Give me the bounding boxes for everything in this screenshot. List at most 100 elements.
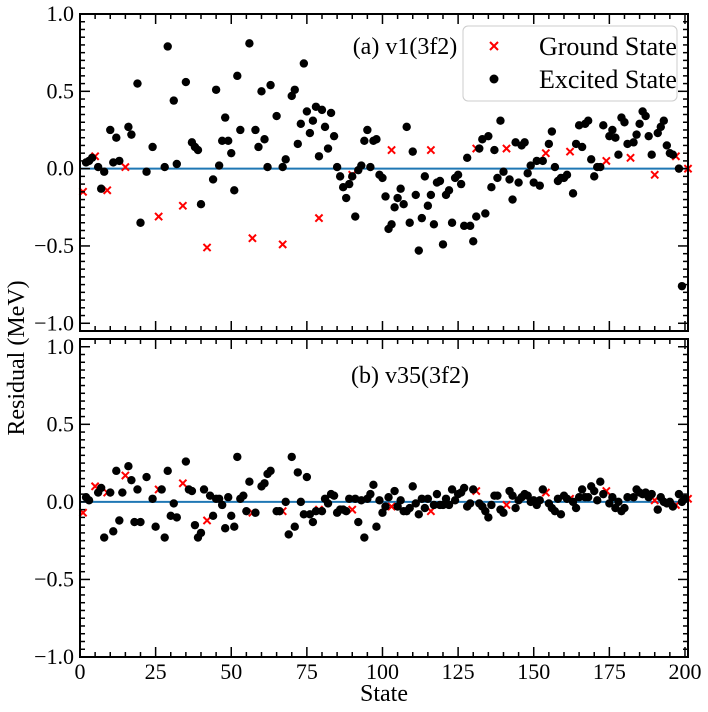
excited-state-point xyxy=(332,162,342,172)
excited-state-point xyxy=(230,186,239,195)
excited-state-point xyxy=(305,128,315,138)
y-tick-label: 0.0 xyxy=(47,156,75,181)
excited-state-point xyxy=(523,169,532,178)
excited-state-point xyxy=(214,161,224,170)
excited-state-point xyxy=(508,491,517,500)
excited-state-point xyxy=(341,506,351,516)
excited-state-point xyxy=(647,489,656,499)
excited-state-point xyxy=(378,508,387,517)
shared-ylabel: Residual (MeV) xyxy=(4,280,30,435)
excited-state-point xyxy=(469,237,478,246)
excited-state-point xyxy=(441,494,451,503)
excited-state-point xyxy=(181,457,191,466)
excited-state-point xyxy=(402,122,411,132)
y-tick-label: 0.0 xyxy=(47,489,75,514)
ground-state-point xyxy=(121,471,130,480)
excited-state-point xyxy=(405,503,414,513)
x-tick-label: 50 xyxy=(220,659,242,684)
excited-state-point xyxy=(484,131,493,141)
excited-state-point xyxy=(511,503,520,513)
panel-b-title: (b) v35(3f2) xyxy=(351,363,469,389)
excited-state-point xyxy=(245,39,254,48)
excited-state-point xyxy=(172,159,181,169)
excited-state-point xyxy=(211,85,221,94)
excited-state-point xyxy=(345,494,354,503)
excited-state-point xyxy=(574,493,584,502)
excited-state-point xyxy=(193,145,203,155)
excited-state-point xyxy=(653,505,662,514)
excited-state-point xyxy=(556,510,566,519)
excited-state-point xyxy=(308,517,318,527)
excited-state-point xyxy=(456,179,466,189)
plot-frame-a xyxy=(79,13,689,332)
panel-a: 1.0 0.5 0.0 −0.5 −1.0 xyxy=(34,1,693,335)
excited-state-point xyxy=(620,503,629,513)
ground-state-point xyxy=(650,170,660,180)
excited-state-point xyxy=(366,162,375,172)
excited-state-point xyxy=(668,502,678,511)
excited-state-point xyxy=(466,499,475,508)
excited-state-point xyxy=(505,175,514,184)
legend-ground-label: Ground State xyxy=(539,32,677,61)
excited-state-point xyxy=(493,491,502,500)
excited-state-point xyxy=(411,499,420,508)
excited-state-point xyxy=(426,190,436,200)
ground-state-point xyxy=(202,516,212,525)
excited-state-point xyxy=(568,497,578,507)
excited-state-point xyxy=(127,130,136,139)
excited-state-point xyxy=(163,466,172,476)
excited-state-point xyxy=(357,161,366,170)
excited-state-point xyxy=(260,479,269,488)
excited-state-point xyxy=(299,59,309,68)
excited-state-point xyxy=(329,131,339,141)
excited-state-point xyxy=(420,172,430,181)
excited-state-point xyxy=(562,170,572,180)
excited-state-point xyxy=(360,533,369,542)
legend-excited-label: Excited State xyxy=(539,65,677,94)
excited-state-point xyxy=(320,122,330,132)
ground-state-point xyxy=(178,201,188,211)
excited-state-point xyxy=(417,494,427,503)
excited-state-point xyxy=(96,184,106,193)
excited-state-point xyxy=(302,107,312,116)
excited-state-point xyxy=(127,475,136,485)
excited-state-point xyxy=(227,511,236,521)
excited-state-point xyxy=(535,181,544,190)
excited-state-point xyxy=(284,530,293,539)
excited-state-point xyxy=(348,172,357,181)
excited-state-point xyxy=(605,499,614,508)
excited-state-point xyxy=(526,161,535,170)
excited-state-point xyxy=(432,489,442,499)
excited-state-point xyxy=(668,150,678,159)
excited-state-point xyxy=(217,500,227,510)
excited-state-point xyxy=(217,136,227,145)
excited-state-point xyxy=(414,510,423,519)
ground-state-point xyxy=(602,156,611,166)
x-tick-label: 0 xyxy=(75,659,86,684)
excited-state-point xyxy=(293,468,302,477)
excited-state-point xyxy=(281,155,290,164)
excited-state-point xyxy=(341,193,351,203)
excited-state-point xyxy=(323,144,333,153)
ground-state-point xyxy=(121,162,130,172)
excited-state-point xyxy=(481,209,490,218)
excited-state-point xyxy=(329,491,339,500)
ground-state-point xyxy=(426,145,436,155)
excited-state-point xyxy=(450,496,460,505)
excited-state-point xyxy=(459,483,469,493)
excited-state-point xyxy=(514,178,523,187)
excited-state-point xyxy=(366,489,375,499)
excited-state-point xyxy=(596,477,605,486)
excited-state-point xyxy=(550,162,560,172)
excited-state-point xyxy=(544,139,554,149)
excited-state-point xyxy=(172,513,181,522)
excited-state-point xyxy=(296,119,306,128)
excited-state-point xyxy=(208,511,218,521)
excited-state-point xyxy=(278,162,287,172)
excited-state-point xyxy=(438,500,448,510)
excited-state-point xyxy=(124,462,133,471)
excited-state-point xyxy=(659,116,669,125)
legend: Ground State Excited State xyxy=(462,25,678,102)
y-tick-label: 1.0 xyxy=(47,334,75,359)
